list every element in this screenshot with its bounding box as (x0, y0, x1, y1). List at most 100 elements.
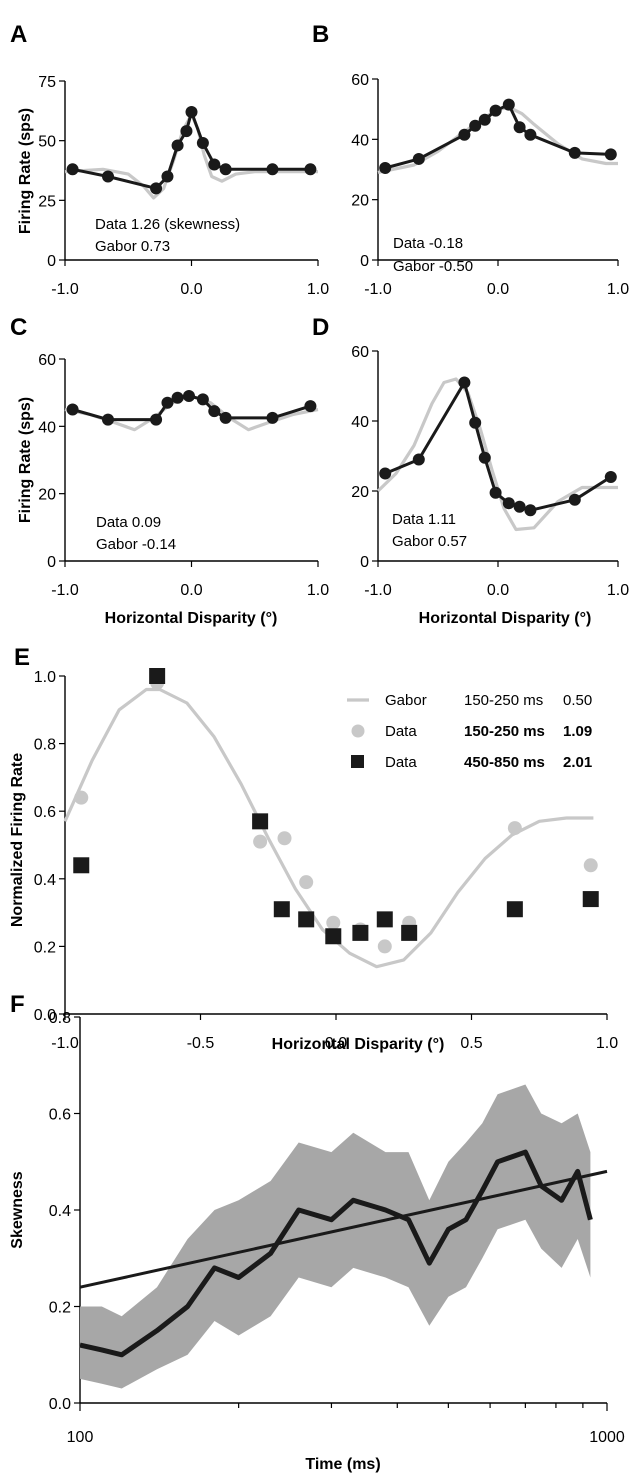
panel-letter: A (10, 21, 27, 48)
y-tick-label: 0.6 (34, 804, 56, 821)
data-point (524, 504, 537, 517)
y-tick-label: 0 (47, 554, 56, 571)
data-point (66, 403, 79, 416)
legend-square-swatch (351, 755, 364, 768)
legend-window: 150-250 ms (464, 692, 543, 709)
x-axis-label: Horizontal Disparity (°) (419, 610, 592, 627)
data-point (219, 163, 232, 176)
data-point (161, 396, 174, 409)
y-tick-label: 0.4 (34, 872, 56, 889)
data-point (196, 137, 209, 150)
skewness-annotation: Gabor 0.57 (392, 533, 467, 550)
data-point (513, 121, 526, 134)
y-tick-label: 40 (351, 132, 369, 149)
data-point-square (352, 924, 369, 941)
data-point (513, 500, 526, 513)
data-point-square (325, 928, 342, 945)
data-point (469, 416, 482, 429)
legend: Gabor 150-250 ms 0.50 Data 150-250 ms 1.09 Dat… (347, 692, 592, 771)
x-tick-label: 1.0 (607, 582, 629, 599)
data-point (208, 158, 221, 171)
data-point-square (506, 901, 523, 918)
x-tick-label: -1.0 (364, 281, 392, 298)
data-point (266, 163, 279, 176)
data-point-circle (277, 831, 292, 846)
legend-label: Data (385, 723, 417, 740)
panel-b: B 0 20 40 60 -1.0 0.0 1.0 Data -0.18 Gabor -0.50 (312, 21, 629, 298)
data-point (458, 376, 471, 389)
chart-title: Horizontal Disparity (°) (272, 1036, 445, 1053)
skewness-annotation: Data -0.18 (393, 235, 463, 252)
data-point-circle (299, 875, 314, 890)
panel-letter: F (10, 991, 25, 1018)
y-tick-label: 25 (38, 193, 56, 210)
y-tick-label: 40 (38, 419, 56, 436)
data-line (72, 110, 311, 190)
data-point (604, 148, 617, 161)
skewness-annotation: Data 1.26 (skewness) (95, 216, 240, 233)
y-tick-label: 0.0 (49, 1396, 71, 1413)
data-point (150, 182, 163, 195)
data-point-square (149, 668, 166, 684)
data-point-circle (377, 939, 392, 954)
data-point (182, 390, 195, 403)
y-tick-label: 40 (351, 414, 369, 431)
legend-label: Gabor (385, 692, 427, 709)
data-point-circle (326, 915, 341, 930)
data-point (208, 405, 221, 418)
x-axis-label: Time (ms) (305, 1456, 380, 1473)
data-point-circle (74, 790, 89, 805)
data-point (458, 128, 471, 141)
panel-f: F 0.0 0.2 0.4 0.6 0.8 100 1000 Skewness Time (ms)… (9, 991, 625, 1473)
x-tick-label: 1000 (589, 1429, 625, 1446)
panel-c: C 0 20 40 60 -1.0 0.0 1.0 Firing Rate (sps) Horiz… (10, 314, 329, 627)
legend-value: 1.09 (563, 723, 592, 740)
data-point (412, 453, 425, 466)
data-point-circle (583, 858, 598, 873)
y-tick-label: 0 (360, 253, 369, 270)
data-point (379, 467, 392, 480)
y-tick-label: 20 (351, 484, 369, 501)
data-point (469, 119, 482, 132)
y-tick-label: 1.0 (34, 669, 56, 686)
y-tick-label: 50 (38, 134, 56, 151)
legend-window: 150-250 ms (464, 723, 545, 740)
y-tick-label: 0 (360, 554, 369, 571)
data-point (219, 411, 232, 424)
data-point (502, 497, 515, 510)
data-point-square (401, 924, 418, 941)
panel-d: D 0 20 40 60 -1.0 0.0 1.0 Horizontal Disparity (… (312, 314, 629, 627)
y-axis-label: Skewness (9, 1171, 26, 1248)
legend-value: 2.01 (563, 754, 592, 771)
data-point (150, 413, 163, 426)
y-axis-label: Firing Rate (sps) (17, 108, 34, 234)
y-tick-label: 60 (351, 344, 369, 361)
y-tick-label: 0.6 (49, 1107, 71, 1124)
y-tick-label: 0.2 (49, 1300, 71, 1317)
x-axis-label: Horizontal Disparity (°) (105, 610, 278, 627)
y-tick-label: 60 (38, 352, 56, 369)
panel-letter: B (312, 21, 329, 48)
data-point (379, 161, 392, 174)
legend-window: 450-850 ms (464, 754, 545, 771)
data-point (568, 493, 581, 506)
x-tick-label: 0.0 (487, 281, 509, 298)
data-point (180, 125, 193, 138)
skewness-annotation: Gabor -0.50 (393, 258, 473, 275)
legend-value: 0.50 (563, 692, 592, 709)
panel-a: A 0 25 50 75 -1.0 0.0 1.0 Firing Rate (sps) Data … (10, 21, 329, 298)
x-tick-label: -1.0 (51, 582, 79, 599)
data-point-circle (253, 834, 268, 849)
x-tick-label: 1.0 (596, 1035, 618, 1052)
data-point-square (273, 901, 290, 918)
gabor-fit-line (376, 377, 618, 532)
legend-circle-swatch (351, 724, 365, 738)
gabor-fit-line (64, 112, 318, 200)
data-point (524, 128, 537, 141)
data-point-square (252, 813, 269, 830)
data-point (604, 471, 617, 483)
x-tick-label: -1.0 (364, 582, 392, 599)
x-tick-label: 1.0 (307, 281, 329, 298)
data-point (489, 486, 502, 499)
